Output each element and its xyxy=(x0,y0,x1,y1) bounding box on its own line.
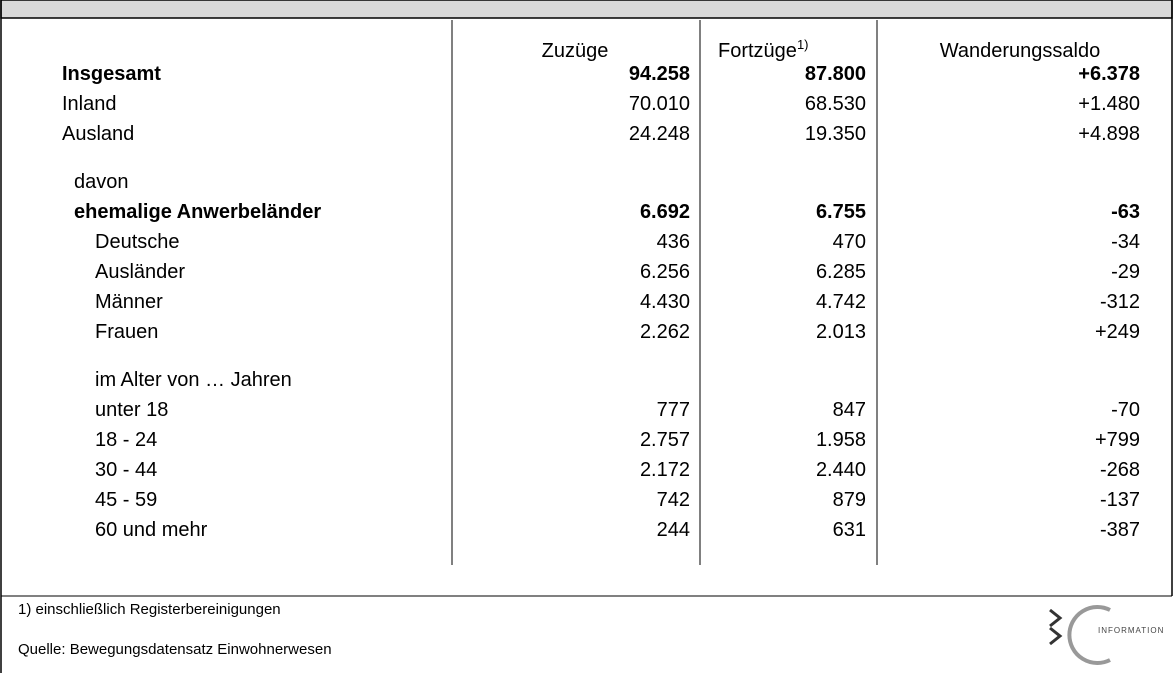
row-label: unter 18 xyxy=(95,399,168,421)
row-label: Inland xyxy=(62,93,117,115)
row-label: Ausländer xyxy=(95,261,185,283)
row-label: 30 - 44 xyxy=(95,459,157,481)
cell: +249 xyxy=(1095,321,1140,343)
source-note: Quelle: Bewegungsdatensatz Einwohnerwese… xyxy=(18,641,332,658)
title-bar xyxy=(0,0,1173,19)
cell: 2.440 xyxy=(816,459,866,481)
row-label: davon xyxy=(74,171,129,193)
cell: 6.692 xyxy=(640,201,690,223)
cell: -34 xyxy=(1111,231,1140,253)
row-label: 60 und mehr xyxy=(95,519,208,541)
cell: 87.800 xyxy=(805,63,866,85)
cell: 244 xyxy=(657,519,690,541)
cell: +4.898 xyxy=(1078,123,1140,145)
cell: 94.258 xyxy=(629,63,690,85)
cell: +1.480 xyxy=(1078,93,1140,115)
cell: 6.285 xyxy=(816,261,866,283)
row-label: 18 - 24 xyxy=(95,429,157,451)
cell: 4.742 xyxy=(816,291,866,313)
cell: 68.530 xyxy=(805,93,866,115)
footnote-marker: 1) xyxy=(797,37,809,52)
cell: -268 xyxy=(1100,459,1140,481)
row-label: 45 - 59 xyxy=(95,489,157,511)
column-header: Fortzüge1) xyxy=(718,37,809,62)
cell: 2.172 xyxy=(640,459,690,481)
row-label: im Alter von … Jahren xyxy=(95,369,292,391)
cell: 2.013 xyxy=(816,321,866,343)
cell: 847 xyxy=(833,399,866,421)
row-label: Frauen xyxy=(95,321,158,343)
column-header: Wanderungssaldo xyxy=(940,40,1100,62)
cell: -63 xyxy=(1111,201,1140,223)
cell: 24.248 xyxy=(629,123,690,145)
cell: 470 xyxy=(833,231,866,253)
cell: 879 xyxy=(833,489,866,511)
cell: -137 xyxy=(1100,489,1140,511)
cell: -387 xyxy=(1100,519,1140,541)
row-label: Ausland xyxy=(62,123,134,145)
row-label: Männer xyxy=(95,291,163,313)
cell: 6.256 xyxy=(640,261,690,283)
cell: 2.757 xyxy=(640,429,690,451)
cell: -29 xyxy=(1111,261,1140,283)
cell: 2.262 xyxy=(640,321,690,343)
cell: 70.010 xyxy=(629,93,690,115)
cell: 19.350 xyxy=(805,123,866,145)
column-header: Zuzüge xyxy=(542,40,609,62)
cell: 742 xyxy=(657,489,690,511)
cell: -70 xyxy=(1111,399,1140,421)
cell: +6.378 xyxy=(1078,63,1140,85)
footnote: 1) einschließlich Registerbereinigungen xyxy=(18,601,281,618)
cell: +799 xyxy=(1095,429,1140,451)
cell: 6.755 xyxy=(816,201,866,223)
cell: 777 xyxy=(657,399,690,421)
row-label: ehemalige Anwerbeländer xyxy=(74,201,321,223)
logo: INFORMATION xyxy=(1049,605,1164,665)
cell: -312 xyxy=(1100,291,1140,313)
cell: 436 xyxy=(657,231,690,253)
cell: 4.430 xyxy=(640,291,690,313)
row-label: Insgesamt xyxy=(62,63,161,85)
cell: 1.958 xyxy=(816,429,866,451)
cell: 631 xyxy=(833,519,866,541)
logo-arc xyxy=(1067,605,1111,665)
logo-arrows xyxy=(1049,608,1063,646)
column-header-text: Fortzüge xyxy=(718,40,797,62)
row-label: Deutsche xyxy=(95,231,180,253)
logo-text: INFORMATION xyxy=(1098,626,1164,635)
